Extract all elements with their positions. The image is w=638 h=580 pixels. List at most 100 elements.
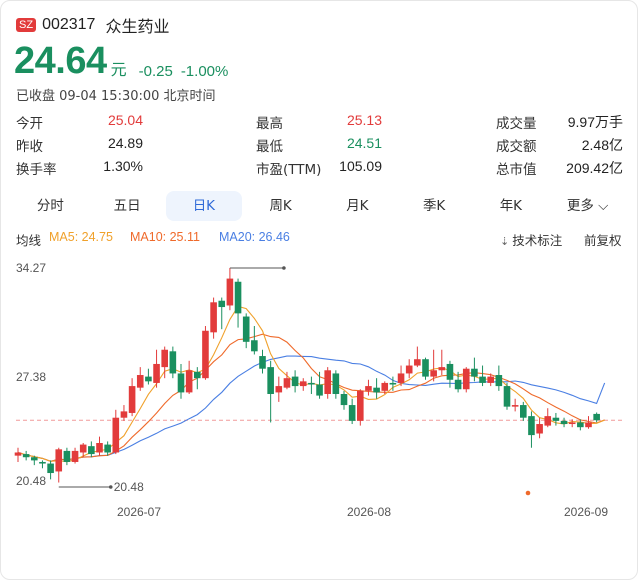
candle-body xyxy=(373,387,380,393)
quote-value: 2.48亿 xyxy=(581,137,623,153)
y-tick-label: 34.27 xyxy=(16,261,46,275)
candle-body xyxy=(471,368,478,377)
candle-body xyxy=(145,376,152,382)
candle-body xyxy=(397,373,405,383)
stock-code: 002317 xyxy=(42,16,96,33)
ma-legend: 均线 MA5: 24.75 MA10: 25.11 MA20: 26.46 ⇣ … xyxy=(16,230,624,248)
quote-row: 换手率 1.30% 市盈(TTM) 105.09 总市值 209.42亿 xyxy=(16,158,624,181)
candle-body xyxy=(585,422,592,428)
candle-body xyxy=(348,405,356,421)
quote-value: 25.13 xyxy=(346,112,382,128)
candle-body xyxy=(552,417,560,421)
price-unit: 元 xyxy=(110,60,127,79)
candle-body xyxy=(357,390,364,421)
ma20-value: MA20: 26.46 xyxy=(219,230,290,244)
candle-body xyxy=(511,405,519,407)
candle-body xyxy=(520,405,527,418)
tab-2[interactable]: 日K xyxy=(165,191,243,221)
candle-body xyxy=(112,417,120,453)
candle-body xyxy=(528,416,535,436)
candle-body xyxy=(365,386,372,391)
candle-body xyxy=(299,381,307,387)
quote-value: 105.09 xyxy=(339,158,382,174)
candle-body xyxy=(536,424,543,434)
candle-body xyxy=(39,461,46,464)
candle-body xyxy=(462,368,470,390)
kline-chart[interactable]: 34.27 27.38 20.48 20.48 2026-07 2026-08 2026-0… xyxy=(0,250,638,530)
candle-body xyxy=(544,416,552,426)
candle-body xyxy=(577,422,584,428)
candle-body xyxy=(226,278,234,306)
candle-body xyxy=(47,463,54,474)
candle-body xyxy=(283,378,291,388)
current-price: 24.64 xyxy=(14,40,107,82)
candle-body xyxy=(169,351,177,374)
candle-body xyxy=(234,281,242,314)
candle-body xyxy=(210,302,217,333)
x-tick-label: 2026-07 xyxy=(117,505,161,519)
candle-body xyxy=(479,376,486,383)
quote-value: 24.89 xyxy=(107,135,143,151)
x-tick-label: 2026-08 xyxy=(347,505,391,519)
candle-body xyxy=(414,359,421,366)
candle-body xyxy=(275,386,283,393)
quote-label: 总市值 xyxy=(496,162,537,178)
candle-body xyxy=(340,393,348,406)
tab-3[interactable]: 周K xyxy=(269,198,292,214)
candle-body xyxy=(153,363,160,383)
tech-annotation-button[interactable]: ⇣ 技术标注 xyxy=(500,230,562,249)
tab-7[interactable]: 更多 ⌵ xyxy=(566,198,609,214)
quote-value: 25.04 xyxy=(107,112,143,128)
candle-body xyxy=(316,384,323,396)
candle-body xyxy=(487,376,494,383)
candle-body xyxy=(177,373,185,393)
tab-5[interactable]: 季K xyxy=(422,198,446,214)
candle-body xyxy=(242,316,250,342)
candle-body xyxy=(202,330,209,379)
candle-body xyxy=(104,444,111,453)
stock-name: 众生药业 xyxy=(105,17,170,36)
candle-body xyxy=(438,367,446,371)
candle-body xyxy=(136,375,144,388)
candle-body xyxy=(251,340,258,352)
quote-label: 成交量 xyxy=(496,116,537,132)
candle-body xyxy=(79,444,87,453)
tab-6[interactable]: 年K xyxy=(499,198,523,214)
quote-label: 最低 xyxy=(256,139,283,155)
quote-label: 今开 xyxy=(16,116,43,132)
ma10-value: MA10: 25.11 xyxy=(130,230,200,244)
tab-0[interactable]: 分时 xyxy=(36,198,64,214)
quote-label: 昨收 xyxy=(16,139,43,155)
candle-body xyxy=(405,365,413,374)
x-tick-label: 2026-09 xyxy=(564,505,608,519)
candle-body xyxy=(120,411,128,418)
tech-annotation-label: 技术标注 xyxy=(512,234,563,248)
quote-value: 209.42亿 xyxy=(566,160,623,176)
candle-body xyxy=(259,356,266,369)
candle-body xyxy=(88,446,95,455)
candle-body xyxy=(446,363,454,380)
candle-body xyxy=(55,449,63,472)
tab-4[interactable]: 月K xyxy=(346,198,369,214)
candle-body xyxy=(308,382,315,385)
quote-table: 今开 25.04 最高 25.13 成交量 9.97万手 昨收 24.89 最低 24.51 成交额… xyxy=(16,112,624,181)
adjust-button[interactable]: 前复权 xyxy=(584,234,622,248)
candle-body xyxy=(185,370,193,393)
price-change: -0.25 xyxy=(138,63,173,80)
candle-body xyxy=(128,386,136,413)
tab-1[interactable]: 五日 xyxy=(113,198,141,214)
market-status: 已收盘 09-04 15:30:00 北京时间 xyxy=(16,89,216,104)
quote-value: 24.51 xyxy=(346,135,382,151)
candle-body xyxy=(218,300,226,308)
candle-body xyxy=(14,452,22,456)
stock-header: SZ 002317 众生药业 xyxy=(16,14,169,36)
ma-label: 均线 xyxy=(16,234,42,248)
period-tabs: 分时 五日 日K 周K 月K 季K 年K 更多 ⌵ xyxy=(12,191,626,221)
quote-row: 今开 25.04 最高 25.13 成交量 9.97万手 xyxy=(16,112,624,135)
candle-body xyxy=(324,370,331,394)
candle-body xyxy=(422,359,429,377)
event-marker-dot xyxy=(525,490,531,496)
candle-body xyxy=(22,454,30,458)
candle-body xyxy=(389,382,397,385)
quote-value: 9.97万手 xyxy=(567,114,623,130)
